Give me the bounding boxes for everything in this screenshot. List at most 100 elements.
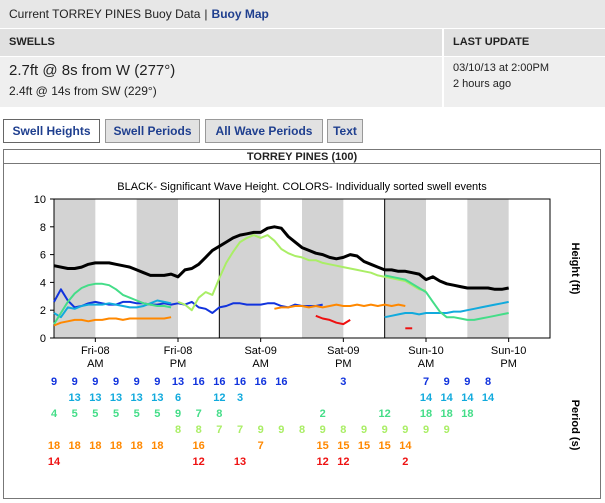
period-value: 9 — [278, 424, 284, 436]
series-line-swell-7s — [384, 274, 509, 321]
period-value: 14 — [399, 440, 412, 452]
period-value: 5 — [154, 408, 160, 420]
swells-header: SWELLS — [0, 29, 442, 56]
last-update-header: LAST UPDATE — [444, 29, 605, 56]
y-tick-label: 4 — [40, 277, 46, 289]
period-value: 13 — [172, 376, 184, 388]
chart-subtitle: BLACK- Significant Wave Height. COLORS- … — [117, 181, 487, 193]
y-axis-label: Height (ft) — [569, 243, 581, 295]
period-value: 16 — [275, 376, 287, 388]
night-band — [136, 199, 178, 338]
period-value: 7 — [216, 424, 222, 436]
period-value: 14 — [48, 456, 61, 468]
last-update-panel: 03/10/13 at 2:00PM 2 hours ago — [444, 57, 605, 107]
x-tick-label-ampm: PM — [170, 358, 187, 370]
period-axis-label: Period (s) — [569, 400, 581, 451]
x-tick-label-day: Fri-08 — [164, 345, 193, 357]
x-tick-label-ampm: AM — [252, 358, 269, 370]
y-tick-label: 8 — [40, 222, 46, 234]
swell-chart: BLACK- Significant Wave Height. COLORS- … — [34, 181, 581, 468]
tab-text[interactable]: Text — [327, 119, 363, 143]
period-value: 5 — [134, 408, 140, 420]
period-value: 14 — [441, 392, 454, 404]
period-value: 16 — [193, 376, 205, 388]
primary-swell: 2.7ft @ 8s from W (277°) — [9, 62, 176, 79]
period-value: 12 — [213, 392, 225, 404]
period-value: 9 — [134, 376, 140, 388]
period-value: 16 — [234, 376, 246, 388]
update-time: 03/10/13 at 2:00PM — [453, 62, 550, 74]
period-value: 7 — [258, 440, 264, 452]
period-value: 12 — [337, 456, 349, 468]
period-value: 13 — [151, 392, 163, 404]
period-value: 6 — [175, 392, 181, 404]
period-value: 18 — [441, 408, 453, 420]
period-value: 3 — [237, 392, 243, 404]
period-value: 7 — [423, 376, 429, 388]
period-value: 9 — [464, 376, 470, 388]
period-value: 9 — [423, 424, 429, 436]
period-value: 9 — [51, 376, 57, 388]
x-tick-label-ampm: PM — [335, 358, 352, 370]
period-value: 18 — [131, 440, 143, 452]
period-value: 14 — [482, 392, 495, 404]
series-line-swell-18s — [53, 316, 172, 327]
separator: | — [204, 7, 208, 21]
x-tick-label-day: Fri-08 — [81, 345, 110, 357]
x-tick-label-day: Sun-10 — [491, 345, 526, 357]
period-value: 9 — [72, 376, 78, 388]
period-value: 9 — [113, 376, 119, 388]
period-value: 13 — [110, 392, 122, 404]
period-value: 13 — [69, 392, 81, 404]
top-bar: Current TORREY PINES Buoy Data | Buoy Map — [0, 0, 605, 28]
period-value: 8 — [485, 376, 491, 388]
period-value: 9 — [320, 424, 326, 436]
period-value: 5 — [92, 408, 98, 420]
period-value: 9 — [382, 424, 388, 436]
period-value: 13 — [131, 392, 143, 404]
chart-container: TORREY PINES (100) BLACK- Significant Wa… — [3, 149, 601, 499]
period-value: 9 — [258, 424, 264, 436]
series-line-swell-16s — [384, 300, 509, 319]
period-value: 7 — [237, 424, 243, 436]
swells-panel: 2.7ft @ 8s from W (277°) 2.4ft @ 14s fro… — [0, 57, 442, 107]
period-value: 3 — [340, 376, 346, 388]
tab-all-wave-periods[interactable]: All Wave Periods — [205, 119, 323, 143]
tab-swell-periods[interactable]: Swell Periods — [105, 119, 200, 143]
period-value: 12 — [193, 456, 205, 468]
buoy-map-link[interactable]: Buoy Map — [211, 7, 269, 21]
y-tick-label: 0 — [40, 333, 46, 345]
period-value: 5 — [72, 408, 78, 420]
night-band — [219, 199, 261, 338]
period-value: 12 — [379, 408, 391, 420]
period-value: 9 — [444, 424, 450, 436]
period-value: 16 — [193, 440, 205, 452]
period-value: 9 — [361, 424, 367, 436]
period-value: 9 — [444, 376, 450, 388]
period-value: 13 — [234, 456, 246, 468]
series-line-swell-14-15s — [274, 303, 406, 310]
series-line-swell-12s — [315, 314, 351, 326]
period-value: 18 — [151, 440, 163, 452]
x-tick-label-day: Sun-10 — [408, 345, 443, 357]
chart-station-title: TORREY PINES (100) — [4, 150, 600, 164]
period-value: 15 — [317, 440, 329, 452]
y-tick-label: 10 — [34, 194, 46, 206]
update-ago: 2 hours ago — [453, 78, 512, 90]
series-line-swell-5s — [53, 282, 172, 325]
series-line-swell-9s — [53, 288, 323, 314]
period-value: 2 — [320, 408, 326, 420]
tab-swell-heights[interactable]: Swell Heights — [3, 119, 100, 143]
period-value: 18 — [89, 440, 101, 452]
series-line-significant-wave-height — [53, 225, 509, 291]
period-value: 16 — [213, 376, 225, 388]
x-tick-label-ampm: PM — [500, 358, 517, 370]
y-tick-label: 6 — [40, 250, 46, 262]
period-value: 7 — [196, 408, 202, 420]
period-value: 13 — [89, 392, 101, 404]
x-tick-label-ampm: AM — [418, 358, 435, 370]
period-value: 8 — [299, 424, 305, 436]
period-value: 18 — [420, 408, 432, 420]
period-value: 15 — [337, 440, 349, 452]
period-value: 15 — [358, 440, 370, 452]
